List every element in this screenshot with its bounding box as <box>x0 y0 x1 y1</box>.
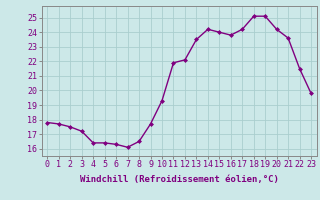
X-axis label: Windchill (Refroidissement éolien,°C): Windchill (Refroidissement éolien,°C) <box>80 175 279 184</box>
